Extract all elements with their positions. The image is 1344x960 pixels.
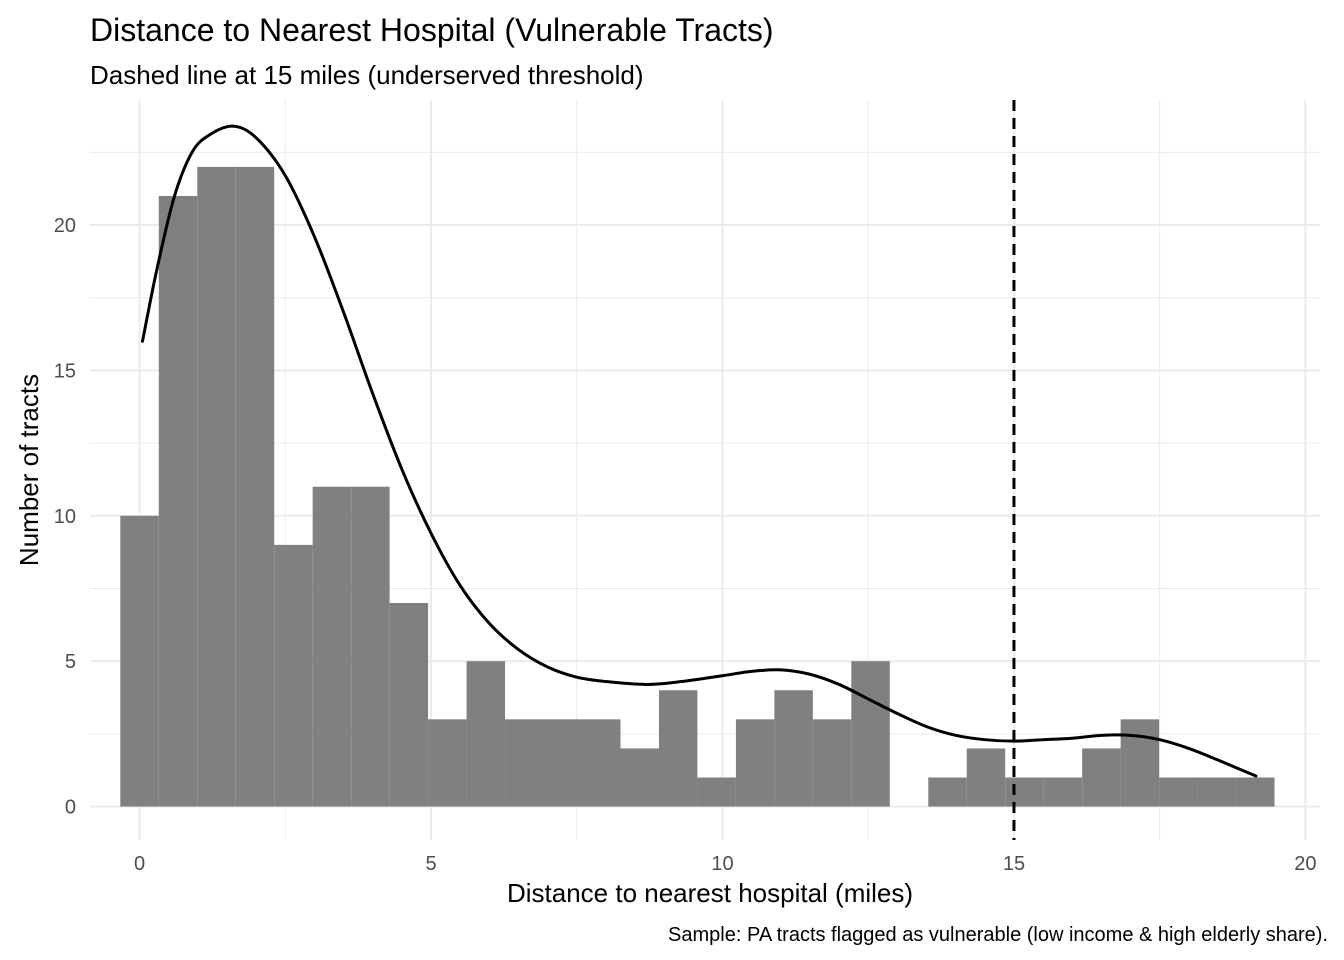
histogram-bar [120,515,159,807]
histogram-bar [1082,748,1121,807]
histogram-bar [851,661,890,807]
histogram-bar [389,603,429,807]
y-tick-label: 15 [54,360,76,382]
y-tick-label: 5 [65,651,76,673]
histogram-bar [1159,777,1198,807]
histogram-bar [735,719,775,807]
histogram-bar [928,777,967,807]
y-tick-label: 10 [54,506,76,528]
histogram-bar [158,195,198,807]
histogram-bar [1236,777,1275,807]
histogram-bar [1005,777,1044,807]
y-tick-label: 0 [65,797,76,819]
histogram-bar [620,748,659,807]
chart-title: Distance to Nearest Hospital (Vulnerable… [90,12,774,48]
histogram-bar [428,719,467,807]
histogram-bar [505,719,544,807]
histogram-bar [1043,777,1083,807]
histogram-bars [120,166,1275,807]
density-curve [140,124,1258,778]
density-curve-layer [140,124,1258,778]
histogram-bar [1120,719,1160,807]
x-tick-label: 20 [1294,853,1316,875]
histogram-bar [697,777,736,807]
x-tick-label: 5 [425,853,436,875]
histogram-bar [235,166,275,807]
histogram-bar [466,661,506,807]
x-tick-label: 10 [711,853,733,875]
histogram-bar [966,748,1006,807]
y-axis-title: Number of tracts [14,374,44,566]
x-axis-title: Distance to nearest hospital (miles) [507,878,913,908]
histogram-bar [812,719,852,807]
chart-subtitle: Dashed line at 15 miles (underserved thr… [90,60,644,90]
histogram-bar [312,486,352,807]
histogram-bar [197,166,236,807]
histogram-bar [774,690,813,807]
histogram-bar [1197,777,1237,807]
histogram-bar [274,544,313,807]
histogram-bar [351,486,390,807]
chart-caption: Sample: PA tracts flagged as vulnerable … [668,924,1328,946]
histogram-bar [658,690,698,807]
histogram-bar [543,719,582,807]
x-tick-label: 15 [1003,853,1025,875]
y-tick-label: 20 [54,215,76,237]
axis-ticks: 0 5 10 15 20 0 5 10 15 20 [54,215,1317,875]
x-tick-label: 0 [134,853,145,875]
histogram-bar [582,719,621,807]
